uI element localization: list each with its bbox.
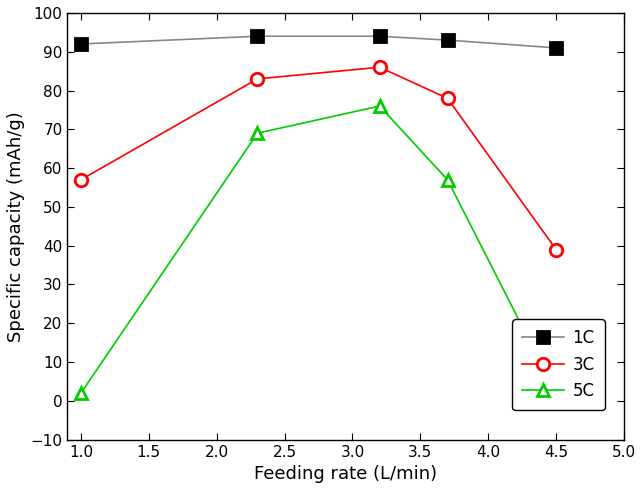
X-axis label: Feeding rate (L/min): Feeding rate (L/min): [254, 465, 437, 483]
3C: [253, 76, 261, 82]
5C: [77, 390, 85, 396]
Legend: 1C, 3C, 5C: 1C, 3C, 5C: [512, 319, 604, 410]
3C: [376, 64, 383, 70]
5C: [444, 177, 451, 183]
5C: [253, 130, 261, 136]
3C: [444, 96, 451, 101]
Line: 5C: 5C: [75, 100, 563, 399]
3C: [77, 177, 85, 183]
3C: [552, 246, 560, 252]
1C: [444, 37, 451, 43]
1C: [253, 33, 261, 39]
5C: [552, 390, 560, 396]
5C: [376, 103, 383, 109]
1C: [376, 33, 383, 39]
Line: 3C: 3C: [75, 61, 563, 256]
1C: [552, 45, 560, 51]
Line: 1C: 1C: [75, 30, 563, 54]
Y-axis label: Specific capacity (mAh/g): Specific capacity (mAh/g): [7, 111, 25, 342]
1C: [77, 41, 85, 47]
